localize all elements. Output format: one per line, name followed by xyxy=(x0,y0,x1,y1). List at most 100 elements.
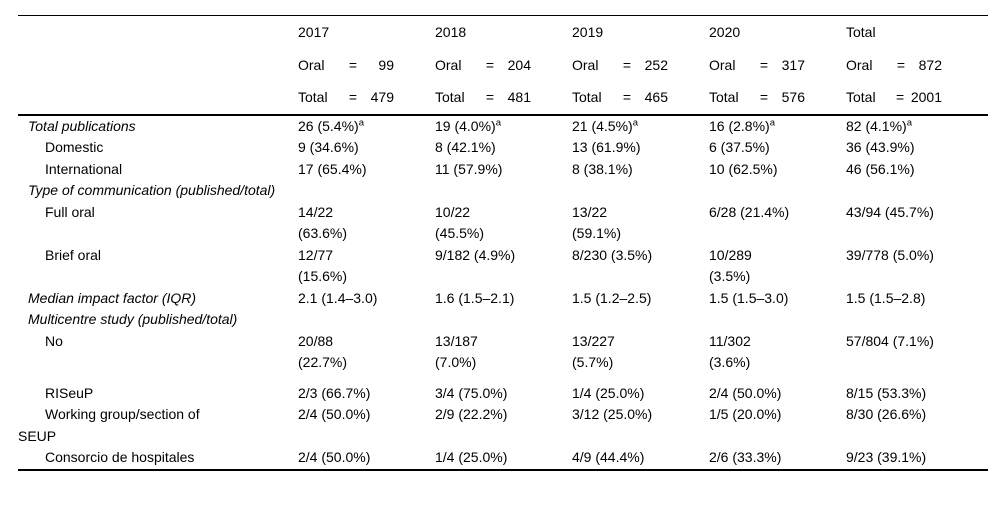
table-row: Consorcio de hospitales 2/4 (50.0%) 1/4 (2… xyxy=(18,447,988,470)
table-cell: 13/22 (59.1%) xyxy=(572,202,709,245)
row-label: Type of communication (published/total) xyxy=(28,182,276,199)
table-row: Full oral 14/22 (63.6%) 10/22 (45.5%) 13/22… xyxy=(18,202,988,245)
table-cell: 2.1 (1.4–3.0) xyxy=(298,288,435,310)
publications-table-container: 2017 2018 2019 2020 Total Oral = 99 Oral = 2… xyxy=(18,15,988,471)
total-count-header-row: Total = 479 Total = 481 Total = 465 Total = 576 … xyxy=(18,81,988,115)
table-cell xyxy=(298,180,435,202)
table-cell: 57/804 (7.1%) xyxy=(846,331,988,383)
footnote-marker: a xyxy=(906,117,912,129)
cell-value: 3/4 (75.0%) xyxy=(435,384,508,401)
total-count-2017: Total = 479 xyxy=(298,89,394,106)
table-cell: 20/88 (22.7%) xyxy=(298,331,435,383)
row-label: RISeuP xyxy=(45,384,94,401)
table-cell: 43/94 (45.7%) xyxy=(846,202,988,245)
table-cell: 6 (37.5%) xyxy=(709,137,846,159)
cell-value: 1.6 (1.5–2.1) xyxy=(435,289,515,306)
table-cell: 1/4 (25.0%) xyxy=(435,447,572,470)
empty-header-cell xyxy=(18,16,298,49)
table-cell: 1/5 (20.0%) xyxy=(709,404,846,447)
cell-value: 13/187 (7.0%) xyxy=(435,332,478,371)
table-cell: 11/302 (3.6%) xyxy=(709,331,846,383)
cell-value: 39/778 (5.0%) xyxy=(846,246,934,263)
table-cell xyxy=(435,309,572,331)
table-row: No 20/88 (22.7%) 13/187 (7.0%) 13/227 (5.7%… xyxy=(18,331,988,383)
row-label: Working group/section of SEUP xyxy=(18,406,200,444)
cell-value: 2/4 (50.0%) xyxy=(298,449,371,466)
table-cell xyxy=(709,180,846,202)
oral-count-2017: Oral = 99 xyxy=(298,56,394,73)
table-cell: 6/28 (21.4%) xyxy=(709,202,846,245)
table-cell: 1/4 (25.0%) xyxy=(572,383,709,405)
table-cell: 1.5 (1.5–2.8) xyxy=(846,288,988,310)
total-count-2020: Total = 576 xyxy=(709,89,805,106)
row-label: Median impact factor (IQR) xyxy=(28,289,197,306)
table-cell: 3/12 (25.0%) xyxy=(572,404,709,447)
row-label: Multicentre study (published/total) xyxy=(28,311,238,328)
table-cell: 3/4 (75.0%) xyxy=(435,383,572,405)
total-count-2018: Total = 481 xyxy=(435,89,531,106)
year-label-total: Total xyxy=(846,24,876,41)
cell-value: 16 (2.8%) xyxy=(709,117,770,134)
equals-sign: = xyxy=(759,89,769,106)
table-cell: 1.6 (1.5–2.1) xyxy=(435,288,572,310)
cell-value: 1/5 (20.0%) xyxy=(709,406,782,423)
table-cell: 9 (34.6%) xyxy=(298,137,435,159)
table-cell: 2/6 (33.3%) xyxy=(709,447,846,470)
row-label: Full oral xyxy=(45,203,95,220)
cell-value: 1.5 (1.5–3.0) xyxy=(709,289,789,306)
oral-count-2019: Oral = 252 xyxy=(572,56,668,73)
cell-value: 10/289 (3.5%) xyxy=(709,246,752,285)
table-row: Domestic 9 (34.6%) 8 (42.1%) 13 (61.9%) 6 (3… xyxy=(18,137,988,159)
cell-value: 2/9 (22.2%) xyxy=(435,406,508,423)
row-label: Consorcio de hospitales xyxy=(45,449,195,466)
cell-value: 36 (43.9%) xyxy=(846,139,915,156)
table-cell xyxy=(572,180,709,202)
table-row: Median impact factor (IQR) 2.1 (1.4–3.0) 1… xyxy=(18,288,988,310)
table-cell: 8/230 (3.5%) xyxy=(572,245,709,288)
equals-sign: = xyxy=(485,89,495,106)
footnote-marker: a xyxy=(495,117,501,129)
table-row: Brief oral 12/77 (15.6%) 9/182 (4.9%) 8/230… xyxy=(18,245,988,288)
cell-value: 1.5 (1.5–2.8) xyxy=(846,289,926,306)
cell-value: 9/182 (4.9%) xyxy=(435,246,516,263)
row-label: Domestic xyxy=(45,139,104,156)
table-cell: 8/15 (53.3%) xyxy=(846,383,988,405)
table-cell: 17 (65.4%) xyxy=(298,159,435,181)
total-count-2019: Total = 465 xyxy=(572,89,668,106)
table-cell: 21 (4.5%)a xyxy=(572,115,709,138)
table-cell: 2/4 (50.0%) xyxy=(298,447,435,470)
year-label-2019: 2019 xyxy=(572,24,604,41)
cell-value: 4/9 (44.4%) xyxy=(572,449,645,466)
table-row: Working group/section of SEUP 2/4 (50.0%)… xyxy=(18,404,988,447)
cell-value: 57/804 (7.1%) xyxy=(846,332,934,349)
cell-value: 8 (38.1%) xyxy=(572,160,633,177)
cell-value: 2.1 (1.4–3.0) xyxy=(298,289,378,306)
cell-value: 19 (4.0%) xyxy=(435,117,496,134)
cell-value: 2/4 (50.0%) xyxy=(298,406,371,423)
table-cell: 36 (43.9%) xyxy=(846,137,988,159)
table-cell xyxy=(846,180,988,202)
table-row: Multicentre study (published/total) xyxy=(18,309,988,331)
year-label-2018: 2018 xyxy=(435,24,467,41)
table-row: Type of communication (published/total) xyxy=(18,180,988,202)
table-cell: 13/227 (5.7%) xyxy=(572,331,709,383)
table-cell: 1.5 (1.5–3.0) xyxy=(709,288,846,310)
equals-sign: = xyxy=(759,56,769,73)
year-label-2017: 2017 xyxy=(298,24,330,41)
cell-value: 17 (65.4%) xyxy=(298,160,367,177)
cell-value: 13/22 (59.1%) xyxy=(572,203,622,242)
table-cell: 8 (38.1%) xyxy=(572,159,709,181)
table-cell: 10/22 (45.5%) xyxy=(435,202,572,245)
table-cell: 13/187 (7.0%) xyxy=(435,331,572,383)
oral-count-2020: Oral = 317 xyxy=(709,56,805,73)
empty-header-cell xyxy=(18,49,298,82)
footnote-marker: a xyxy=(769,117,775,129)
oral-count-header-row: Oral = 99 Oral = 204 Oral = 252 Oral = 317 Oral =… xyxy=(18,49,988,82)
cell-value: 11 (57.9%) xyxy=(435,160,503,177)
table-cell: 2/9 (22.2%) xyxy=(435,404,572,447)
year-label-2020: 2020 xyxy=(709,24,741,41)
row-label: Brief oral xyxy=(45,246,102,263)
cell-value: 9 (34.6%) xyxy=(298,139,359,156)
table-cell: 16 (2.8%)a xyxy=(709,115,846,138)
cell-value: 13 (61.9%) xyxy=(572,139,641,156)
